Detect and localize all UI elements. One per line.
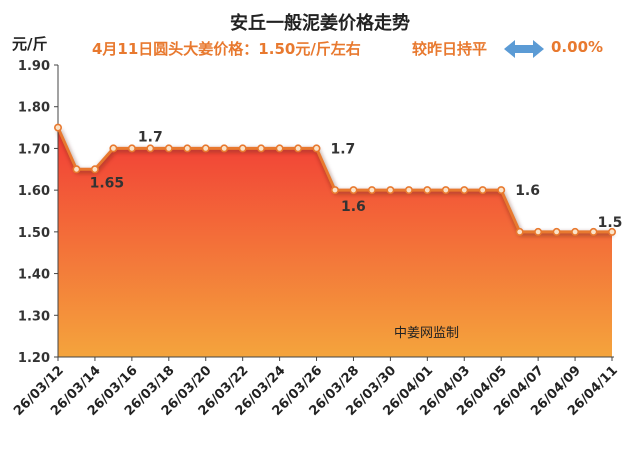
y-tick-label: 1.20 bbox=[18, 351, 50, 366]
data-point bbox=[404, 186, 413, 195]
y-tick-label: 1.30 bbox=[18, 309, 50, 324]
change-percent: 0.00% bbox=[551, 38, 604, 56]
data-point bbox=[220, 144, 229, 153]
data-point bbox=[478, 186, 487, 195]
data-point bbox=[441, 186, 450, 195]
data-label: 1.6 bbox=[515, 183, 540, 199]
data-label: 1.6 bbox=[341, 199, 366, 215]
subtitle-row: 4月11日圆头大姜价格：1.50元/斤左右 较昨日持平 0.00% bbox=[0, 38, 640, 62]
data-point bbox=[164, 144, 173, 153]
data-point bbox=[330, 186, 339, 195]
data-point bbox=[53, 123, 62, 132]
data-point bbox=[127, 144, 136, 153]
data-point bbox=[294, 144, 303, 153]
data-point bbox=[367, 186, 376, 195]
data-point bbox=[607, 227, 616, 236]
data-point bbox=[109, 144, 118, 153]
data-point bbox=[534, 227, 543, 236]
data-point bbox=[183, 144, 192, 153]
data-point bbox=[275, 144, 284, 153]
data-point bbox=[312, 144, 321, 153]
data-label: 1.7 bbox=[331, 141, 356, 157]
price-subtitle: 4月11日圆头大姜价格：1.50元/斤左右 bbox=[92, 40, 361, 58]
data-point bbox=[72, 165, 81, 174]
y-axis-unit: 元/斤 bbox=[12, 35, 48, 53]
chart-title: 安丘一般泥姜价格走势 bbox=[230, 13, 410, 34]
data-point bbox=[515, 227, 524, 236]
data-point bbox=[90, 165, 99, 174]
data-label: 1.65 bbox=[90, 175, 125, 191]
data-point bbox=[257, 144, 266, 153]
data-point bbox=[552, 227, 561, 236]
y-tick-label: 1.90 bbox=[18, 59, 50, 74]
data-label: 1.5 bbox=[598, 215, 623, 231]
y-tick-label: 1.80 bbox=[18, 101, 50, 116]
y-tick-label: 1.50 bbox=[18, 226, 50, 241]
data-point bbox=[589, 227, 598, 236]
data-point bbox=[201, 144, 210, 153]
area-fill bbox=[58, 127, 612, 357]
y-tick-label: 1.70 bbox=[18, 142, 50, 157]
data-point bbox=[571, 227, 580, 236]
data-point bbox=[423, 186, 432, 195]
data-point bbox=[238, 144, 247, 153]
data-point bbox=[349, 186, 358, 195]
y-tick-label: 1.60 bbox=[18, 184, 50, 199]
data-point bbox=[497, 186, 506, 195]
data-label: 1.7 bbox=[138, 129, 163, 145]
data-point bbox=[146, 144, 155, 153]
y-tick-label: 1.40 bbox=[18, 268, 50, 283]
data-point bbox=[386, 186, 395, 195]
comparison-label: 较昨日持平 bbox=[412, 40, 488, 58]
data-point bbox=[460, 186, 469, 195]
watermark: 中姜网监制 bbox=[394, 326, 459, 341]
double-arrow-icon bbox=[504, 40, 544, 58]
